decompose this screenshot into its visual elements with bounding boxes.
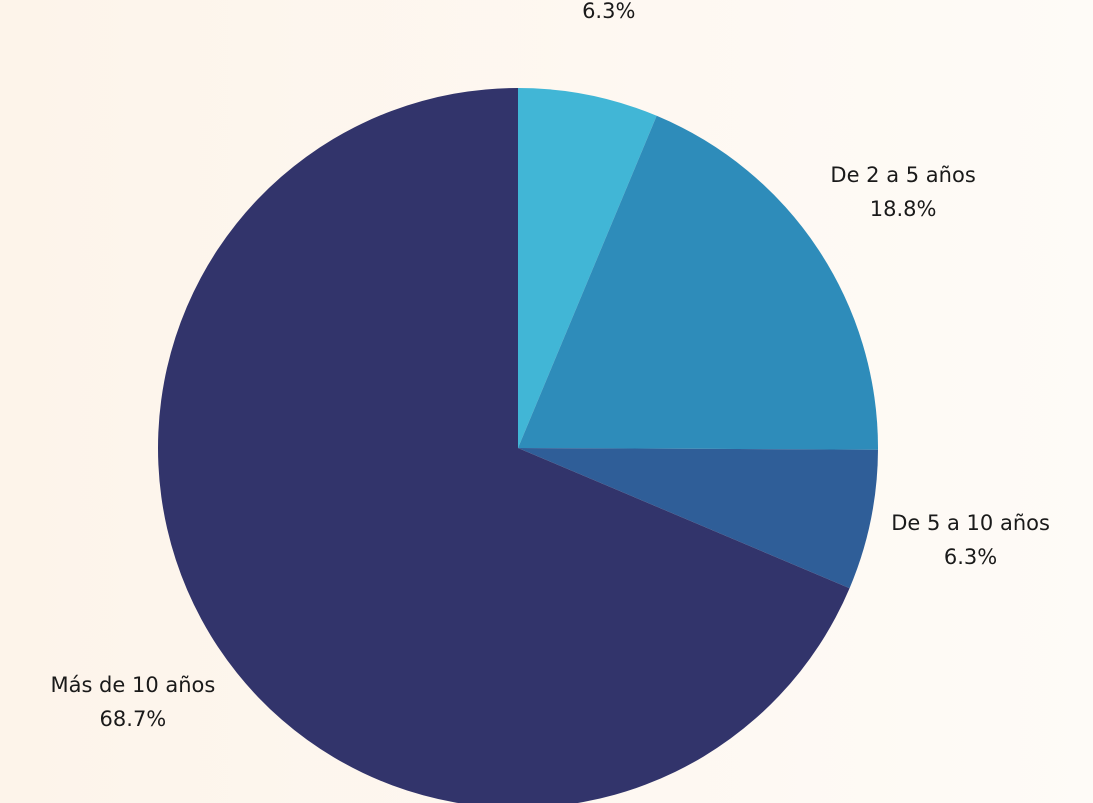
slice-value: 6.3% <box>582 0 635 23</box>
slice-label: De 2 a 5 años <box>830 163 975 187</box>
pie-slice <box>518 115 878 450</box>
slice-label: Más de 10 años <box>50 673 215 697</box>
slice-value: 18.8% <box>870 197 937 221</box>
slice-value: 68.7% <box>100 707 167 731</box>
pie-slice <box>518 448 878 589</box>
pie-slice <box>158 88 850 803</box>
slice-label: De 5 a 10 años <box>891 511 1050 535</box>
pie-slice <box>518 88 657 448</box>
slice-value: 6.3% <box>944 545 997 569</box>
